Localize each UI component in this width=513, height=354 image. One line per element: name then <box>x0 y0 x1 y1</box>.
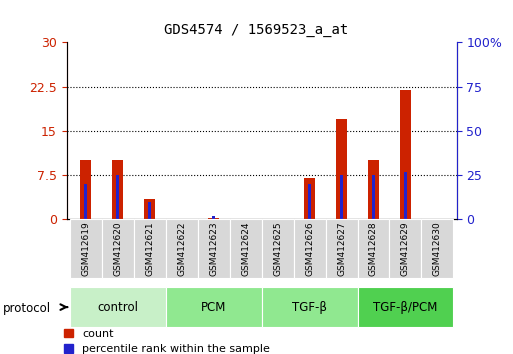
Bar <box>358 287 453 327</box>
Bar <box>389 219 421 278</box>
Bar <box>304 178 315 219</box>
Text: GSM412620: GSM412620 <box>113 221 122 276</box>
Bar <box>358 219 389 278</box>
Bar <box>340 175 343 219</box>
Bar <box>116 175 120 219</box>
Text: TGF-β: TGF-β <box>292 301 327 314</box>
Text: GSM412619: GSM412619 <box>82 221 90 276</box>
Bar <box>70 219 102 278</box>
Bar <box>198 219 230 278</box>
Bar <box>208 218 219 219</box>
Text: GSM412630: GSM412630 <box>433 221 442 276</box>
Text: GSM412629: GSM412629 <box>401 221 410 276</box>
Text: GSM412628: GSM412628 <box>369 221 378 276</box>
Bar <box>368 160 379 219</box>
Bar <box>262 219 293 278</box>
Bar <box>421 219 453 278</box>
Bar <box>112 160 124 219</box>
Bar <box>372 175 375 219</box>
Bar <box>144 199 155 219</box>
Text: GSM412624: GSM412624 <box>241 222 250 276</box>
Text: GSM412627: GSM412627 <box>337 221 346 276</box>
Text: GDS4574 / 1569523_a_at: GDS4574 / 1569523_a_at <box>164 23 349 37</box>
Text: control: control <box>97 301 139 314</box>
Text: GSM412626: GSM412626 <box>305 221 314 276</box>
Text: GSM412623: GSM412623 <box>209 221 218 276</box>
Text: PCM: PCM <box>201 301 226 314</box>
Bar <box>326 219 358 278</box>
Bar <box>293 219 326 278</box>
Text: GSM412622: GSM412622 <box>177 222 186 276</box>
Bar <box>148 202 151 219</box>
Text: protocol: protocol <box>3 302 51 315</box>
Text: GSM412621: GSM412621 <box>145 221 154 276</box>
Bar <box>70 287 166 327</box>
Bar <box>134 219 166 278</box>
Bar <box>230 219 262 278</box>
Legend: count, percentile rank within the sample: count, percentile rank within the sample <box>60 324 274 354</box>
Bar <box>400 90 411 219</box>
Bar <box>80 160 91 219</box>
Bar <box>166 287 262 327</box>
Text: TGF-β/PCM: TGF-β/PCM <box>373 301 438 314</box>
Text: GSM412625: GSM412625 <box>273 221 282 276</box>
Bar <box>102 219 134 278</box>
Bar <box>84 184 87 219</box>
Bar <box>308 184 311 219</box>
Bar <box>262 287 358 327</box>
Bar <box>336 119 347 219</box>
Bar <box>404 172 407 219</box>
Bar <box>212 216 215 219</box>
Bar <box>166 219 198 278</box>
